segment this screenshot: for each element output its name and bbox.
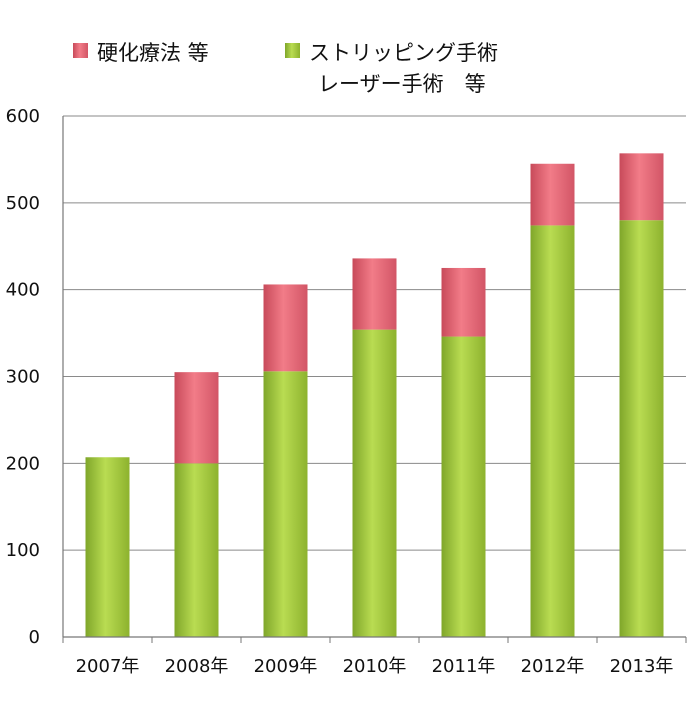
- x-tick-label: 2012年: [521, 656, 585, 677]
- bar-stripping-laser: [174, 463, 219, 637]
- legend-label-stripping-line1: ストリッピング手術: [309, 41, 498, 65]
- legend-item-sclerotherapy: 硬化療法 等: [73, 41, 209, 65]
- y-tick-label: 400: [6, 280, 40, 301]
- x-tick-label: 2008年: [165, 656, 229, 677]
- x-tick-label: 2010年: [343, 656, 407, 677]
- bar-sclerotherapy: [263, 284, 308, 372]
- bars: [85, 153, 664, 637]
- bar-sclerotherapy: [530, 163, 575, 226]
- x-tick-label: 2011年: [432, 656, 496, 677]
- x-ticks: [62, 637, 687, 643]
- x-tick-label: 2007年: [76, 656, 140, 677]
- y-tick-label: 0: [29, 627, 40, 648]
- bar-sclerotherapy: [441, 267, 486, 337]
- legend-swatch-stripping-laser: [285, 43, 300, 58]
- legend-item-stripping-laser: ストリッピング手術 レーザー手術 等: [285, 41, 498, 96]
- legend: 硬化療法 等 ストリッピング手術 レーザー手術 等: [73, 41, 498, 96]
- bar-stripping-laser: [352, 329, 397, 637]
- y-tick-labels: 0 100 200 300 400 500 600: [6, 106, 40, 648]
- legend-label-stripping-line2: レーザー手術 等: [318, 72, 486, 96]
- x-tick-labels: 2007年 2008年 2009年 2010年 2011年 2012年 2013年: [76, 656, 674, 677]
- y-tick-label: 500: [6, 193, 40, 214]
- x-tick-label: 2009年: [254, 656, 318, 677]
- bar-sclerotherapy: [619, 153, 664, 221]
- y-tick-label: 300: [6, 367, 40, 388]
- y-tick-label: 600: [6, 106, 40, 127]
- legend-swatch-sclerotherapy: [73, 43, 88, 58]
- bar-sclerotherapy: [352, 258, 397, 330]
- bar-stripping-laser: [441, 336, 486, 637]
- bar-stripping-laser: [85, 457, 130, 637]
- bar-stripping-laser: [530, 225, 575, 637]
- y-tick-label: 100: [6, 540, 40, 561]
- legend-label-sclerotherapy: 硬化療法 等: [97, 41, 209, 65]
- bar-stripping-laser: [619, 220, 664, 637]
- y-tick-label: 200: [6, 453, 40, 474]
- bar-stripping-laser: [263, 371, 308, 637]
- x-tick-label: 2013年: [610, 656, 674, 677]
- bar-sclerotherapy: [174, 372, 219, 464]
